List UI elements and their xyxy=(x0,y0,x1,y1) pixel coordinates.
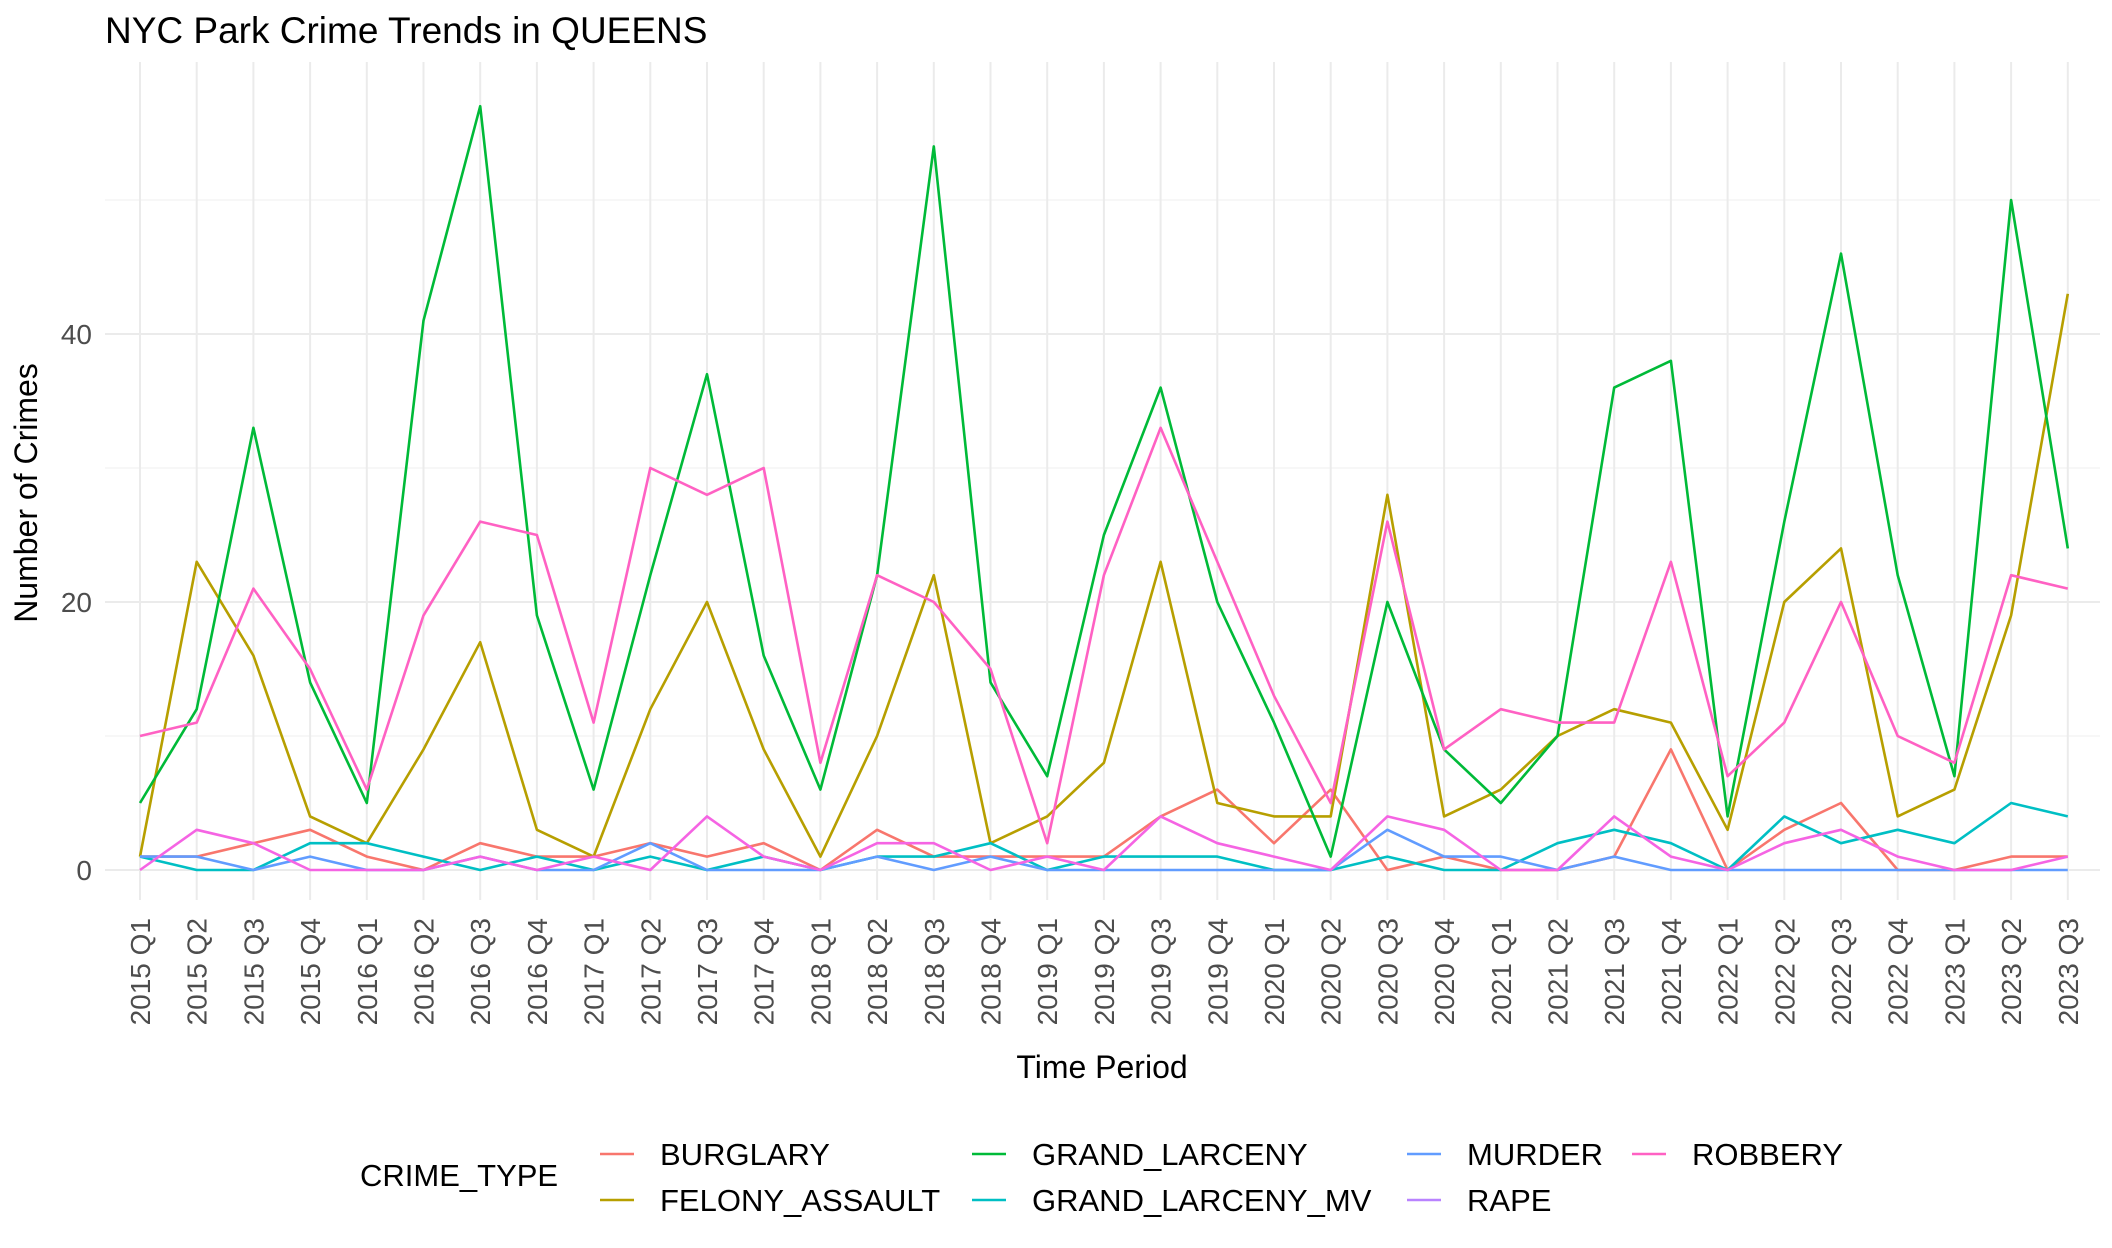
x-tick-label: 2022 Q1 xyxy=(1713,918,1744,1025)
y-tick-label: 40 xyxy=(61,319,92,350)
x-tick-label: 2023 Q3 xyxy=(2053,918,2084,1025)
x-tick-label: 2018 Q1 xyxy=(805,918,836,1025)
x-tick-label: 2016 Q3 xyxy=(465,918,496,1025)
x-tick-label: 2022 Q2 xyxy=(1769,918,1800,1025)
y-tick-label: 20 xyxy=(61,587,92,618)
series-line-rape xyxy=(139,815,2069,872)
x-tick-label: 2021 Q3 xyxy=(1599,918,1630,1025)
legend: CRIME_TYPE BURGLARY FELONY_ASSAULT GRAND_L… xyxy=(360,1137,1843,1218)
legend-title: CRIME_TYPE xyxy=(360,1158,558,1193)
x-tick-label: 2017 Q3 xyxy=(692,918,723,1025)
series-lines xyxy=(138,104,2070,872)
legend-label-felony-assault: FELONY_ASSAULT xyxy=(660,1183,940,1218)
legend-label-grand-larceny: GRAND_LARCENY xyxy=(1032,1137,1308,1172)
x-tick-label: 2021 Q2 xyxy=(1543,918,1574,1025)
x-tick-label: 2018 Q4 xyxy=(976,918,1007,1025)
x-tick-label: 2019 Q1 xyxy=(1032,918,1063,1025)
legend-label-robbery: ROBBERY xyxy=(1692,1137,1843,1172)
x-tick-label: 2015 Q2 xyxy=(182,918,213,1025)
x-tick-label: 2020 Q1 xyxy=(1259,918,1290,1025)
x-tick-label: 2020 Q2 xyxy=(1316,918,1347,1025)
x-tick-label: 2015 Q3 xyxy=(238,918,269,1025)
minor-gridlines xyxy=(105,199,2100,737)
x-tick-label: 2021 Q4 xyxy=(1656,918,1687,1025)
x-axis-title: Time Period xyxy=(1016,1049,1187,1085)
x-tick-label: 2016 Q4 xyxy=(522,918,553,1025)
y-axis-title: Number of Crimes xyxy=(8,363,44,623)
chart-title: NYC Park Crime Trends in QUEENS xyxy=(105,10,707,51)
y-axis-tick-labels: 0 20 40 xyxy=(61,319,92,886)
x-axis-tick-labels: 2015 Q1 2015 Q2 2015 Q3 2015 Q4 2016 Q1 2016 … xyxy=(125,918,2084,1025)
series-line-grand-larceny-mv xyxy=(139,801,2069,872)
series-line-felony-assault xyxy=(138,293,2070,858)
legend-label-grand-larceny-mv: GRAND_LARCENY_MV xyxy=(1032,1183,1372,1218)
x-tick-label: 2021 Q1 xyxy=(1486,918,1517,1025)
series-line-robbery xyxy=(139,426,2069,845)
x-tick-label: 2023 Q2 xyxy=(1996,918,2027,1025)
x-tick-label: 2019 Q4 xyxy=(1202,918,1233,1025)
legend-label-rape: RAPE xyxy=(1467,1183,1551,1218)
x-tick-label: 2022 Q3 xyxy=(1826,918,1857,1025)
x-tick-label: 2020 Q4 xyxy=(1429,918,1460,1025)
x-tick-label: 2018 Q3 xyxy=(919,918,950,1025)
x-tick-label: 2020 Q3 xyxy=(1372,918,1403,1025)
legend-label-murder: MURDER xyxy=(1467,1137,1603,1172)
x-tick-label: 2018 Q2 xyxy=(862,918,893,1025)
legend-label-burglary: BURGLARY xyxy=(660,1137,830,1172)
x-tick-label: 2022 Q4 xyxy=(1883,918,1914,1025)
x-tick-label: 2015 Q1 xyxy=(125,918,156,1025)
x-tick-label: 2019 Q2 xyxy=(1089,918,1120,1025)
x-tick-label: 2015 Q4 xyxy=(295,918,326,1025)
x-tick-label: 2016 Q2 xyxy=(409,918,440,1025)
y-tick-label: 0 xyxy=(76,855,92,886)
x-tick-label: 2019 Q3 xyxy=(1146,918,1177,1025)
x-tick-label: 2017 Q1 xyxy=(579,918,610,1025)
x-tick-label: 2017 Q4 xyxy=(749,918,780,1025)
series-line-grand-larceny xyxy=(138,104,2070,858)
x-tick-label: 2017 Q2 xyxy=(635,918,666,1025)
x-tick-label: 2023 Q1 xyxy=(1939,918,1970,1025)
x-tick-label: 2016 Q1 xyxy=(352,918,383,1025)
